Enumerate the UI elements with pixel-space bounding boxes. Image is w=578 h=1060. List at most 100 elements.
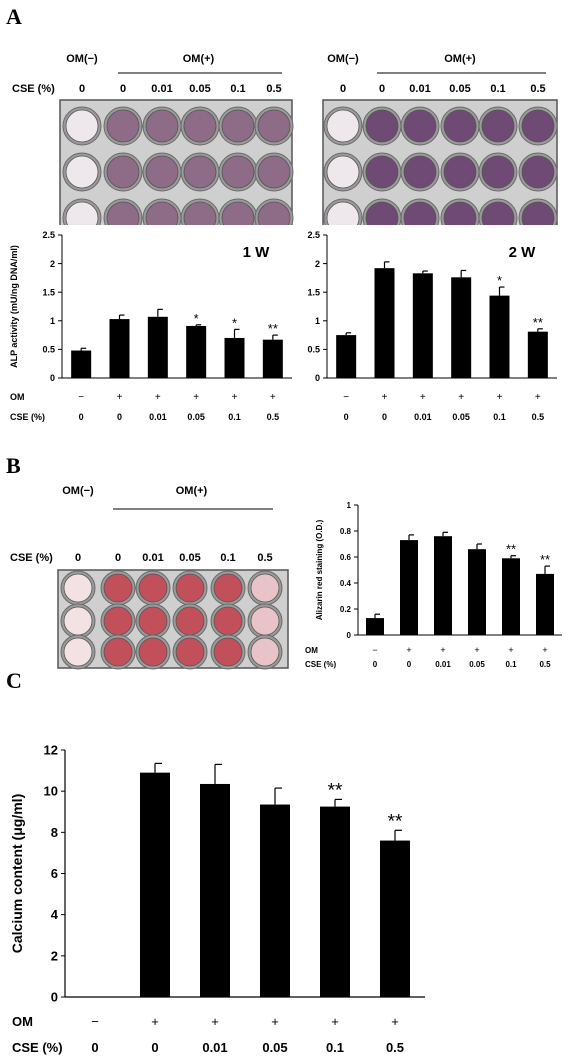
om-sign: + xyxy=(211,1014,219,1029)
well xyxy=(326,109,360,143)
well xyxy=(213,573,243,603)
cse-category-label: 0.05 xyxy=(452,412,470,422)
bar xyxy=(224,337,245,378)
panel-letter-b: B xyxy=(6,453,21,478)
bar xyxy=(262,339,283,378)
y-tick-label: 1.5 xyxy=(42,287,55,297)
cse-category-label: 0.05 xyxy=(187,412,205,422)
y-tick-label: 2.5 xyxy=(307,230,320,240)
significance-mark: * xyxy=(497,273,502,288)
cse-category-label: 0.05 xyxy=(469,660,485,669)
om-row-label: OM xyxy=(10,392,25,402)
well xyxy=(63,573,93,603)
bar xyxy=(434,536,452,635)
alp-plate-1w: OM(−) OM(+) CSE (%) 0 0 0.01 0.05 0.1 0.5 xyxy=(12,53,294,225)
cse-value-label: 0.05 xyxy=(449,83,470,95)
om-sign: + xyxy=(474,645,479,655)
well xyxy=(213,637,243,667)
bar xyxy=(336,335,357,378)
om-plus-label: OM(+) xyxy=(176,485,208,497)
om-row-label: OM xyxy=(12,1014,33,1029)
well xyxy=(65,109,99,143)
y-tick-label: 1.5 xyxy=(307,287,320,297)
om-sign: − xyxy=(78,392,84,403)
cse-value-label: 0.1 xyxy=(490,83,505,95)
om-plus-label: OM(+) xyxy=(444,53,476,65)
well xyxy=(183,155,217,189)
cse-value-label: 0.01 xyxy=(151,83,172,95)
well xyxy=(403,109,437,143)
well xyxy=(521,201,555,225)
bar xyxy=(489,295,510,378)
cse-category-label: 0 xyxy=(79,412,84,422)
cse-value-label: 0.1 xyxy=(220,552,235,564)
cse-label: CSE (%) xyxy=(12,83,55,95)
cse-category-label: 0.5 xyxy=(539,660,551,669)
well xyxy=(481,201,515,225)
well xyxy=(403,201,437,225)
well xyxy=(250,606,280,636)
om-sign: + xyxy=(270,392,276,403)
bar xyxy=(186,325,207,378)
significance-mark: ** xyxy=(540,552,550,567)
cse-value-label: 0.01 xyxy=(409,83,430,95)
well xyxy=(145,109,179,143)
y-tick-label: 12 xyxy=(44,743,58,758)
well xyxy=(175,606,205,636)
well xyxy=(443,109,477,143)
cse-category-label: 0.01 xyxy=(435,660,451,669)
y-tick-label: 0.6 xyxy=(340,553,352,562)
y-axis-label: ALP activity (mU/ng DNA/ml) xyxy=(9,245,19,368)
alizarin-plate: OM(−) OM(+) CSE (%) 0 0 0.01 0.05 0.1 0.5 xyxy=(10,485,289,670)
well xyxy=(403,155,437,189)
cse-category-label: 0.5 xyxy=(386,1040,404,1055)
well xyxy=(326,155,360,189)
alizarin-chart: 0 0.2 0.4 0.6 0.8 1 Alizarin red staining (O.D… xyxy=(305,501,562,669)
om-minus-label: OM(−) xyxy=(327,53,359,65)
cse-value-label: 0.01 xyxy=(142,552,163,564)
well xyxy=(250,573,280,603)
well xyxy=(443,155,477,189)
bar xyxy=(374,268,395,378)
significance-mark: * xyxy=(194,311,199,326)
well xyxy=(521,109,555,143)
alp-chart-1w: 0 0.5 1 1.5 2 2.5 ALP activity (mU/ng DNA/ml) 1… xyxy=(9,230,292,422)
y-tick-label: 4 xyxy=(51,907,59,922)
well xyxy=(365,109,399,143)
om-sign: + xyxy=(508,645,513,655)
chart-title: 1 W xyxy=(243,244,271,261)
well xyxy=(145,201,179,225)
bar xyxy=(320,806,350,997)
well xyxy=(138,637,168,667)
bar xyxy=(400,540,418,635)
cse-category-label: 0 xyxy=(344,412,349,422)
cse-category-label: 0.05 xyxy=(262,1040,287,1055)
cse-category-label: 0 xyxy=(373,660,378,669)
well xyxy=(481,109,515,143)
y-tick-label: 1 xyxy=(347,501,352,510)
well xyxy=(326,201,360,225)
bar xyxy=(140,772,170,997)
y-tick-label: 1 xyxy=(315,316,320,326)
well xyxy=(106,155,140,189)
om-sign: + xyxy=(497,392,503,403)
well xyxy=(365,201,399,225)
bar xyxy=(451,277,472,378)
cse-value-label: 0 xyxy=(79,83,85,95)
om-sign: + xyxy=(406,645,411,655)
cse-label: CSE (%) xyxy=(10,552,53,564)
well xyxy=(213,606,243,636)
y-tick-label: 0.8 xyxy=(340,527,352,536)
cse-category-label: 0.01 xyxy=(414,412,432,422)
cse-value-label: 0 xyxy=(120,83,126,95)
well xyxy=(250,637,280,667)
cse-row-label: CSE (%) xyxy=(10,412,45,422)
well xyxy=(106,109,140,143)
well xyxy=(481,155,515,189)
calcium-chart: 0 2 4 6 8 10 12 Calcium content (μg/ml) − 0 +0 +0.0… xyxy=(9,743,425,1055)
well xyxy=(365,155,399,189)
om-sign: + xyxy=(331,1014,339,1029)
cse-category-label: 0 xyxy=(407,660,412,669)
bar xyxy=(502,558,520,635)
om-sign: + xyxy=(420,392,426,403)
